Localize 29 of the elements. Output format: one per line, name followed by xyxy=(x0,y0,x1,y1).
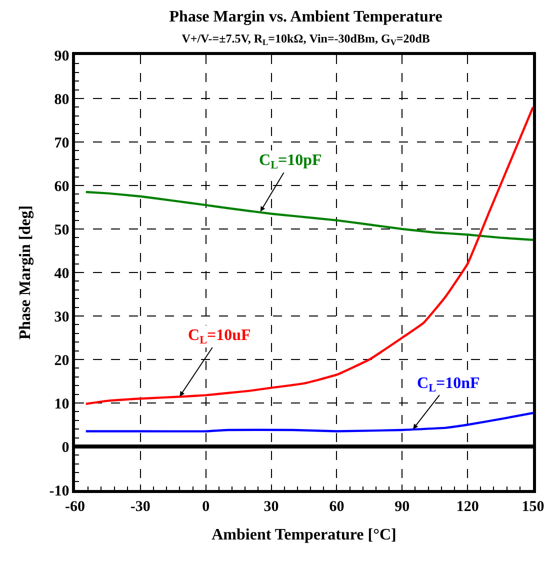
y-tick-label: 0 xyxy=(62,440,70,456)
chart-subtitle: V+/V-=±7.5V, R$_{L}$=10kΩ, Vin=-30dBm, G$_{V}$=20dB xyxy=(182,31,430,47)
y-tick-label: 30 xyxy=(54,309,70,326)
line-series xyxy=(84,190,533,241)
chart-title: Phase Margin vs. Ambient Temperature xyxy=(169,8,442,26)
y-tick-label: 20 xyxy=(54,352,70,369)
y-axis-title: Phase Margin [deg] xyxy=(17,205,34,340)
y-tick-label: 60 xyxy=(54,178,70,195)
annotation: C$_{L}$=10nF xyxy=(417,375,480,394)
y-tick-label: 80 xyxy=(54,92,70,108)
line-series xyxy=(84,106,533,405)
annotation: C$_{L}$=10pF xyxy=(259,152,322,172)
x-tick-label: 60 xyxy=(329,498,344,515)
x-tick-label: -30 xyxy=(130,498,150,515)
y-tick-label: 10 xyxy=(54,396,70,412)
y-tick-label: -10 xyxy=(49,483,70,500)
x-tick-label: 0 xyxy=(202,498,210,515)
x-axis-title: Ambient Temperature [°C] xyxy=(212,526,396,544)
x-tick-label: -60 xyxy=(65,498,85,515)
y-tick-label: 50 xyxy=(54,222,70,238)
x-tick-label: 120 xyxy=(456,498,479,515)
x-tick-label: 90 xyxy=(394,498,410,515)
y-tick-label: 70 xyxy=(54,135,70,152)
y-tick-label: 90 xyxy=(54,48,70,64)
x-tick-label: 30 xyxy=(264,498,279,515)
y-tick-label: 40 xyxy=(54,266,70,282)
annotation: C$_{L}$=10uF xyxy=(188,327,252,346)
x-tick-label: 150 xyxy=(522,498,544,515)
line-series xyxy=(84,412,533,432)
